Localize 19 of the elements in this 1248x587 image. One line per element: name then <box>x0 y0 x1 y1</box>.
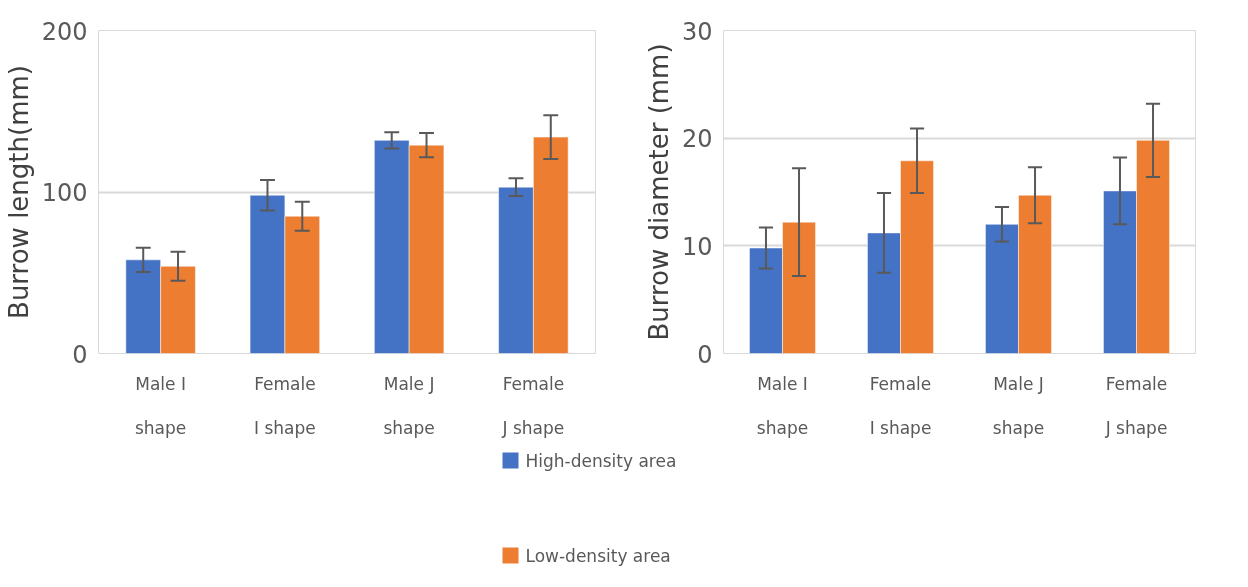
category-label: Female J shape <box>502 373 565 438</box>
category-label: Female I shape <box>254 373 316 438</box>
category-label: Female I shape <box>869 373 932 438</box>
y-tick-label: 30 <box>681 17 713 46</box>
y-tick-label: 200 <box>41 17 88 46</box>
category-label: Male I shape <box>134 373 187 438</box>
y-tick-label: 0 <box>697 340 713 369</box>
category-label: Male J shape <box>383 373 435 438</box>
y-tick-label: 100 <box>41 179 88 207</box>
y-tick-label: 20 <box>681 125 713 154</box>
y-axis-title: Burrow diameter (mm) <box>643 43 674 341</box>
y-tick-label: 10 <box>681 232 713 261</box>
legend-label: Low-density area <box>525 545 671 566</box>
category-label: Male J shape <box>992 373 1045 438</box>
y-tick-label: 0 <box>72 340 88 369</box>
legend-label: High-density area <box>525 450 677 471</box>
category-label: Male I shape <box>756 373 809 438</box>
y-axis-title: Burrow length(mm) <box>3 65 34 319</box>
category-label: Female J shape <box>1105 373 1168 438</box>
